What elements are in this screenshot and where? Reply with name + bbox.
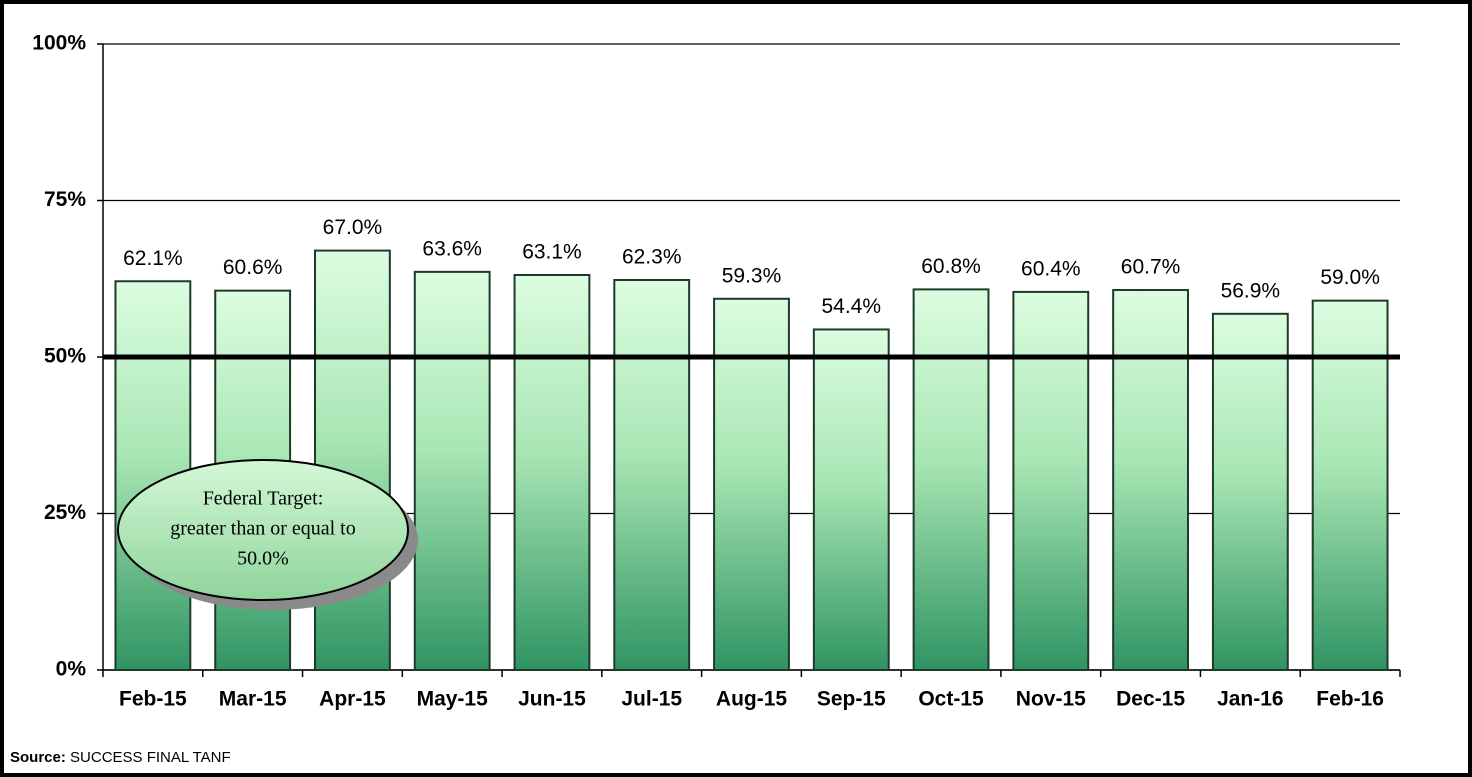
x-tick-label: Oct-15 — [918, 688, 984, 711]
x-tick-label: Aug-15 — [716, 688, 787, 711]
y-tick-label: 0% — [56, 658, 87, 681]
value-label: 63.1% — [522, 241, 582, 264]
x-tick-label: Jan-16 — [1217, 688, 1284, 711]
bar — [613, 279, 691, 671]
x-tick-label: Mar-15 — [219, 688, 287, 711]
x-tick-label: Sep-15 — [817, 688, 886, 711]
y-tick-label: 100% — [32, 32, 86, 55]
bar — [1311, 299, 1389, 671]
value-label: 60.4% — [1021, 257, 1081, 280]
bar — [912, 288, 990, 671]
x-tick-label: Dec-15 — [1116, 688, 1185, 711]
y-tick-label: 50% — [44, 345, 86, 368]
x-tick-label: Jun-15 — [518, 688, 586, 711]
bar — [1112, 289, 1189, 671]
value-label: 60.7% — [1121, 256, 1181, 279]
bar — [413, 270, 491, 671]
value-label: 59.0% — [1320, 266, 1380, 289]
value-label: 67.0% — [323, 216, 383, 239]
bar — [513, 273, 591, 671]
x-tick-label: May-15 — [417, 688, 489, 711]
value-label: 54.4% — [821, 295, 881, 318]
bar — [713, 297, 790, 671]
annotation: Federal Target: greater than or equal to 5… — [117, 459, 418, 610]
value-label: 62.1% — [123, 247, 183, 270]
x-tick-label: Nov-15 — [1016, 688, 1086, 711]
bar — [1012, 290, 1090, 671]
value-label: 56.9% — [1221, 279, 1281, 302]
annotation-text: Federal Target: — [203, 488, 324, 510]
source-label: Source: — [10, 749, 66, 766]
annotation-text: 50.0% — [237, 548, 289, 570]
x-tick-label: Jul-15 — [621, 688, 682, 711]
value-label: 62.3% — [622, 246, 682, 269]
x-tick-label: Apr-15 — [319, 688, 386, 711]
value-label: 59.3% — [722, 264, 782, 287]
x-tick-label: Feb-16 — [1316, 688, 1384, 711]
value-label: 60.6% — [223, 256, 283, 279]
bar — [314, 249, 391, 672]
x-tick-label: Feb-15 — [119, 688, 187, 711]
bar — [812, 328, 890, 671]
annotation-ellipse — [117, 459, 409, 601]
bar — [1211, 312, 1289, 671]
source: Source: SUCCESS FINAL TANF — [10, 749, 231, 766]
annotation-text: greater than or equal to — [170, 518, 355, 540]
source-text: SUCCESS FINAL TANF — [70, 749, 231, 766]
value-label: 60.8% — [921, 255, 981, 278]
y-tick-label: 25% — [44, 501, 86, 524]
y-tick-label: 75% — [44, 188, 86, 211]
value-label: 63.6% — [422, 237, 482, 260]
